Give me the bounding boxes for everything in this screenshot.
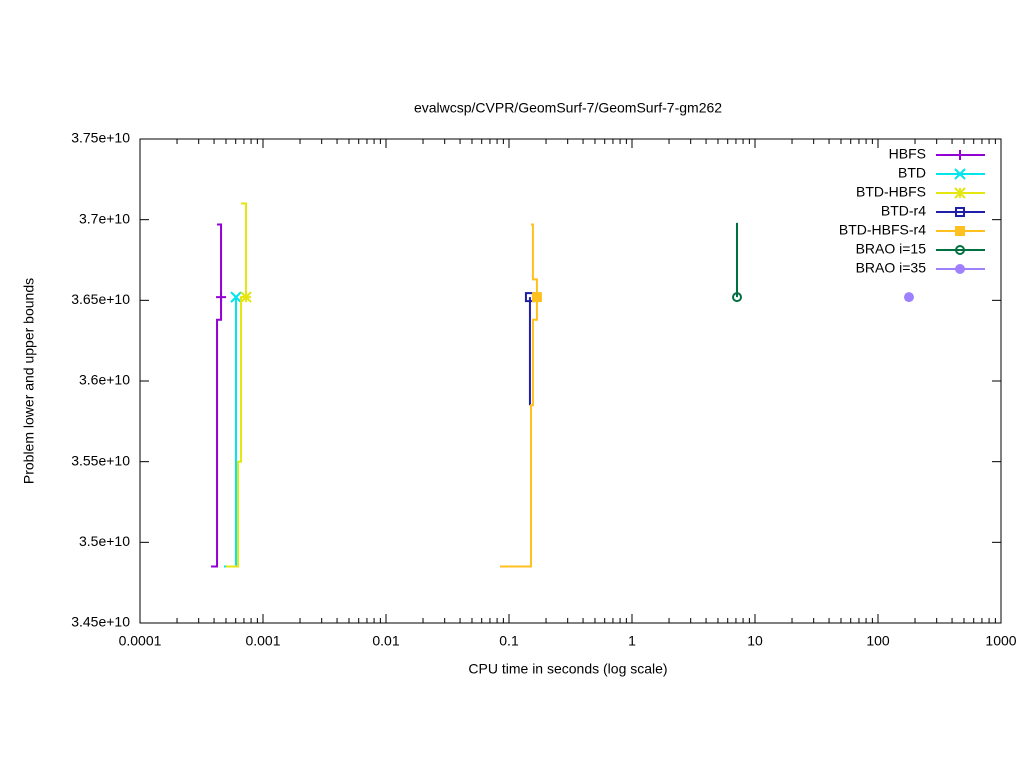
marker xyxy=(531,292,542,303)
upper-bound-line xyxy=(531,223,538,298)
x-tick-label: 100 xyxy=(866,633,890,649)
legend-label: BTD-HBFS-r4 xyxy=(839,222,926,238)
lower-bound-line xyxy=(211,297,223,568)
marker xyxy=(903,292,914,303)
y-tick-label: 3.6e+10 xyxy=(79,372,130,388)
legend-marker xyxy=(954,168,966,180)
legend-marker xyxy=(955,207,965,217)
legend-label: HBFS xyxy=(889,146,926,162)
x-tick-label: 0.1 xyxy=(499,633,519,649)
x-tick-label: 0.01 xyxy=(372,633,399,649)
legend-label: BTD-r4 xyxy=(881,203,926,219)
legend-marker xyxy=(955,150,965,160)
y-tick-label: 3.65e+10 xyxy=(71,291,130,307)
y-tick-label: 3.55e+10 xyxy=(71,452,130,468)
legend-label: BTD xyxy=(898,165,926,181)
y-axis-label: Problem lower and upper bounds xyxy=(21,278,37,484)
legend-marker xyxy=(954,187,966,199)
chart-title: evalwcsp/CVPR/GeomSurf-7/GeomSurf-7-gm26… xyxy=(414,100,722,116)
x-axis-label: CPU time in seconds (log scale) xyxy=(468,661,667,677)
marker xyxy=(732,292,743,303)
marker xyxy=(230,291,242,303)
y-tick-label: 3.45e+10 xyxy=(71,614,130,630)
x-tick-label: 1000 xyxy=(985,633,1016,649)
y-tick-label: 3.75e+10 xyxy=(71,130,130,146)
upper-bound-line xyxy=(217,223,223,298)
x-tick-label: 1 xyxy=(628,633,636,649)
legend-marker xyxy=(955,245,965,255)
x-tick-label: 0.001 xyxy=(245,633,280,649)
lower-bound-line xyxy=(500,297,538,568)
x-tick-label: 0.0001 xyxy=(119,633,162,649)
legend-marker xyxy=(955,226,965,236)
upper-bound-line xyxy=(241,202,248,298)
legend-label: BRAO i=35 xyxy=(856,260,927,276)
marker xyxy=(216,292,227,303)
legend-label: BRAO i=15 xyxy=(856,241,927,257)
y-tick-label: 3.5e+10 xyxy=(79,533,130,549)
legend-label: BTD-HBFS xyxy=(856,184,926,200)
x-tick-label: 10 xyxy=(747,633,763,649)
legend-marker xyxy=(955,264,965,274)
marker xyxy=(240,291,252,303)
y-tick-label: 3.7e+10 xyxy=(79,210,130,226)
